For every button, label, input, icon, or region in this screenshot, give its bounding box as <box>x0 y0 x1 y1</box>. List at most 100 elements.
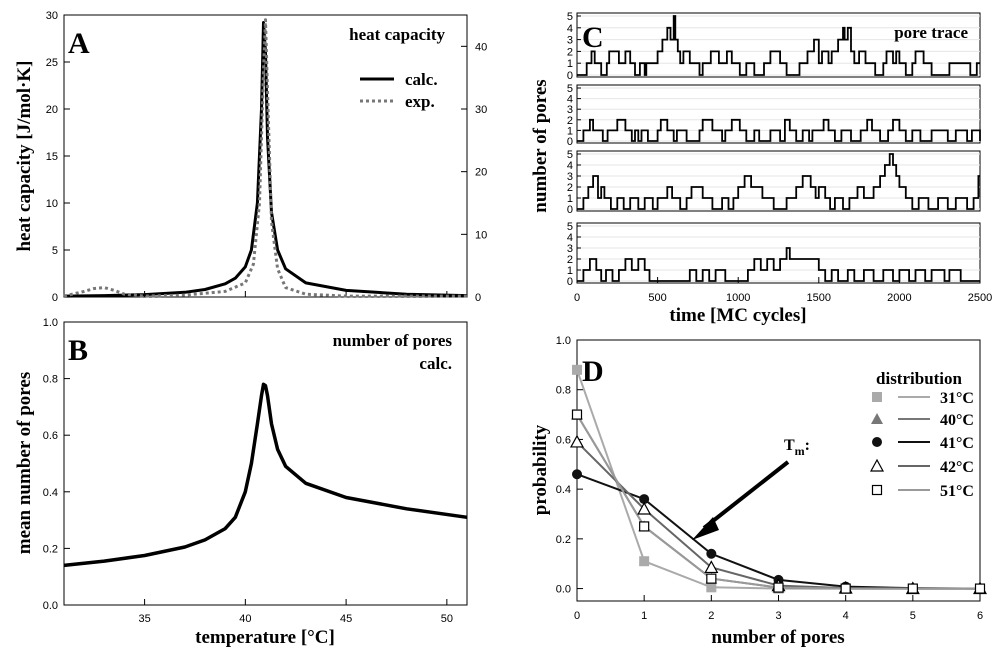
panel-c-ytick-label: 4 <box>567 23 573 35</box>
panel-a-ytick-label: 15 <box>46 151 58 163</box>
panel-b-frame <box>63 321 468 606</box>
legend-label-unit: °C <box>956 483 974 500</box>
panel-c-xtick-label: 2500 <box>968 292 992 304</box>
panel-d-point-51 <box>773 582 784 593</box>
panel-d-xtick-label: 5 <box>910 610 916 622</box>
legend-label-unit: °C <box>956 390 974 407</box>
panel-d-ytick-label: 0.4 <box>556 484 571 496</box>
panel-c-ytick-label: 1 <box>567 125 573 137</box>
panel-c-ytick-label: 5 <box>567 221 573 233</box>
panel-c-label: C <box>582 21 604 54</box>
panel-c-ytick-label: 3 <box>567 104 573 116</box>
panel-c-trace-3 <box>577 153 980 210</box>
panel-c-ytick-label: 0 <box>567 70 573 82</box>
panel-a-y2tick-label: 0 <box>475 292 481 304</box>
panel-a-ytick-label: 20 <box>46 104 58 116</box>
panel-c-ytick-label: 3 <box>567 35 573 47</box>
panel-d-point-42 <box>569 434 585 448</box>
panel-b-subtitle: calc. <box>419 354 452 373</box>
panel-b-ytick-label: 0.4 <box>43 487 58 499</box>
panel-b-label: B <box>68 334 88 367</box>
panel-b-ytick-label: 0.6 <box>43 430 58 442</box>
panel-c-trace-frame-1 <box>576 12 981 78</box>
panel-c-traces <box>577 15 981 282</box>
panel-d-point-51 <box>639 521 650 532</box>
panel-d-xtick-label: 0 <box>574 610 580 622</box>
legend-calc-label: calc. <box>405 70 438 89</box>
panel-b-ytick-label: 0.8 <box>43 374 58 386</box>
panel-d-point-51 <box>907 583 918 594</box>
legend-label-40: 40°C <box>940 412 974 429</box>
panel-d-series-line-31 <box>576 369 980 590</box>
panel-b-ytick-label: 0.2 <box>43 543 58 555</box>
panel-d-ytick-label: 0.2 <box>556 534 571 546</box>
panel-d-ytick-label: 0.0 <box>556 584 571 596</box>
panel-d-point-51 <box>706 573 717 584</box>
panel-d-xtick-label: 4 <box>843 610 849 622</box>
legend-label-value: 31 <box>940 390 956 407</box>
panel-c-ytick-label: 2 <box>567 115 573 127</box>
legend-label-31: 31°C <box>940 390 974 407</box>
panel-c-ytick-label: 2 <box>567 182 573 194</box>
panel-a-y2tick-label: 10 <box>475 229 487 241</box>
panel-c-ytick-label: 4 <box>567 160 573 172</box>
panel-c-frames <box>576 12 981 284</box>
panel-d-legend: 31°C40°C41°C42°C51°C <box>869 390 974 500</box>
panel-c-ytick-label: 0 <box>567 136 573 148</box>
panel-c-xtick-label: 500 <box>648 292 666 304</box>
panel-d-point-41 <box>572 469 582 480</box>
tm-arrow <box>692 460 790 540</box>
panel-c-trace-2 <box>577 118 981 142</box>
legend-label-value: 41 <box>940 435 956 452</box>
legend-label-42: 42°C <box>940 459 974 476</box>
panel-b-xlabel: temperature [°C] <box>195 627 335 648</box>
legend-label-unit: °C <box>956 412 974 429</box>
panel-c-ytick-label: 1 <box>567 58 573 70</box>
panel-c-trace-frame-3 <box>576 150 981 212</box>
panel-d-series <box>569 364 988 595</box>
panel-d-xtick-label: 2 <box>708 610 714 622</box>
panel-c-ytick-label: 3 <box>567 171 573 183</box>
tm-annotation-sub: m <box>795 444 805 458</box>
tm-annotation-t: T <box>784 437 795 454</box>
panel-c-ytick-label: 3 <box>567 243 573 255</box>
panel-c-xtick-label: 1000 <box>726 292 750 304</box>
legend-marker-42 <box>869 458 885 472</box>
panel-b-series <box>63 382 468 568</box>
legend-label-value: 51 <box>940 483 956 500</box>
panel-a-title: heat capacity <box>349 25 445 44</box>
panel-c-ytick-label: 5 <box>567 11 573 23</box>
panel-a-y2tick-label: 40 <box>475 41 487 53</box>
panel-d-point-51 <box>840 583 851 594</box>
legend-label-41: 41°C <box>940 435 974 452</box>
panel-d-point-42 <box>637 501 652 515</box>
panel-a-ytick-label: 0 <box>52 292 58 304</box>
panel-c-ytick-label: 5 <box>567 83 573 95</box>
panel-c-trace-1 <box>577 15 980 76</box>
panel-d-point-31 <box>572 364 582 375</box>
panel-d-xtick-label: 3 <box>775 610 781 622</box>
panel-d-point-31 <box>706 582 717 593</box>
legend-label-unit: °C <box>956 435 974 452</box>
panel-c-xtick-label: 2000 <box>887 292 911 304</box>
panel-d-point-51 <box>974 583 986 594</box>
panel-c-xlabel: time [MC cycles] <box>669 305 806 326</box>
panel-d-ylabel: probability <box>530 424 551 515</box>
legend-marker-51 <box>871 484 883 496</box>
panel-c-ytick-label: 0 <box>567 276 573 288</box>
panel-b-ylabel: mean number of pores <box>14 372 35 554</box>
panel-d-xtick-label: 1 <box>641 610 647 622</box>
legend-exp-label: exp. <box>405 92 435 111</box>
legend-label-51: 51°C <box>940 483 974 500</box>
legend-label-value: 40 <box>940 412 956 429</box>
panel-d-point-41 <box>639 494 650 505</box>
legend-marker-41 <box>872 437 882 447</box>
legend-label-unit: °C <box>956 459 974 476</box>
panel-d-xlabel: number of pores <box>711 627 844 648</box>
panel-a-series <box>63 18 468 298</box>
panel-d-ytick-label: 0.6 <box>556 434 571 446</box>
panel-c-trace-frame-4 <box>576 222 981 284</box>
panel-c-ylabel: number of pores <box>530 79 551 212</box>
